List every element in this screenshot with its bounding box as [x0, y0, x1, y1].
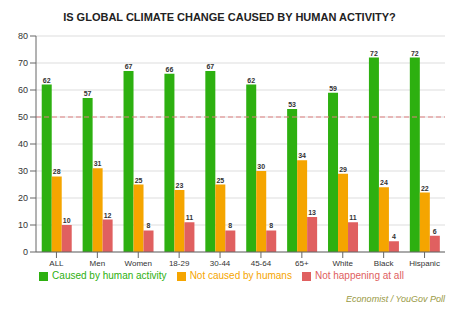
svg-text:10: 10 [63, 217, 71, 224]
svg-text:67: 67 [206, 63, 214, 70]
svg-text:25: 25 [216, 177, 224, 184]
svg-text:40: 40 [18, 139, 28, 149]
svg-text:72: 72 [370, 50, 378, 57]
svg-text:11: 11 [349, 214, 357, 221]
html-text:Economist / YouGov Poll: Economist / YouGov Poll [346, 294, 445, 304]
svg-text:Black: Black [374, 259, 395, 268]
html-text:Not happening at all: Not happening at all [314, 270, 404, 281]
svg-text:11: 11 [186, 214, 194, 221]
svg-text:45-64: 45-64 [251, 259, 272, 268]
svg-text:34: 34 [298, 152, 306, 159]
svg-text:18-29: 18-29 [169, 259, 190, 268]
svg-text:70: 70 [18, 58, 28, 68]
svg-text:22: 22 [421, 185, 429, 192]
svg-text:Men: Men [90, 259, 106, 268]
svg-text:8: 8 [269, 222, 273, 229]
svg-text:Women: Women [125, 259, 152, 268]
svg-text:28: 28 [53, 168, 61, 175]
svg-text:66: 66 [166, 66, 174, 73]
svg-text:12: 12 [104, 212, 112, 219]
svg-text:30: 30 [18, 166, 28, 176]
html-text:IS GLOBAL CLIMATE CHANGE CAUSE: IS GLOBAL CLIMATE CHANGE CAUSED BY HUMAN… [63, 11, 396, 23]
svg-text:62: 62 [43, 77, 51, 84]
svg-text:White: White [333, 259, 354, 268]
svg-text:25: 25 [135, 177, 143, 184]
svg-text:ALL: ALL [49, 259, 64, 268]
svg-text:62: 62 [247, 77, 255, 84]
svg-text:8: 8 [147, 222, 151, 229]
svg-text:0: 0 [23, 247, 28, 257]
svg-text:13: 13 [308, 209, 316, 216]
html-text:Caused by human activity: Caused by human activity [52, 270, 167, 281]
svg-text:65+: 65+ [295, 259, 309, 268]
svg-text:31: 31 [94, 160, 102, 167]
svg-text:20: 20 [18, 193, 28, 203]
svg-text:72: 72 [411, 50, 419, 57]
svg-text:30: 30 [257, 163, 265, 170]
svg-text:10: 10 [18, 220, 28, 230]
svg-text:29: 29 [339, 166, 347, 173]
svg-text:30-44: 30-44 [210, 259, 231, 268]
svg-text:57: 57 [84, 90, 92, 97]
svg-text:60: 60 [18, 85, 28, 95]
svg-text:59: 59 [329, 85, 337, 92]
svg-text:Hispanic: Hispanic [409, 259, 440, 268]
svg-text:67: 67 [125, 63, 133, 70]
svg-text:80: 80 [18, 31, 28, 41]
svg-text:50: 50 [18, 112, 28, 122]
svg-text:8: 8 [228, 222, 232, 229]
svg-text:6: 6 [433, 228, 437, 235]
svg-text:24: 24 [380, 179, 388, 186]
svg-text:23: 23 [176, 182, 184, 189]
html-text:Not caused by humans: Not caused by humans [189, 270, 292, 281]
svg-text:4: 4 [392, 233, 396, 240]
svg-text:53: 53 [288, 101, 296, 108]
